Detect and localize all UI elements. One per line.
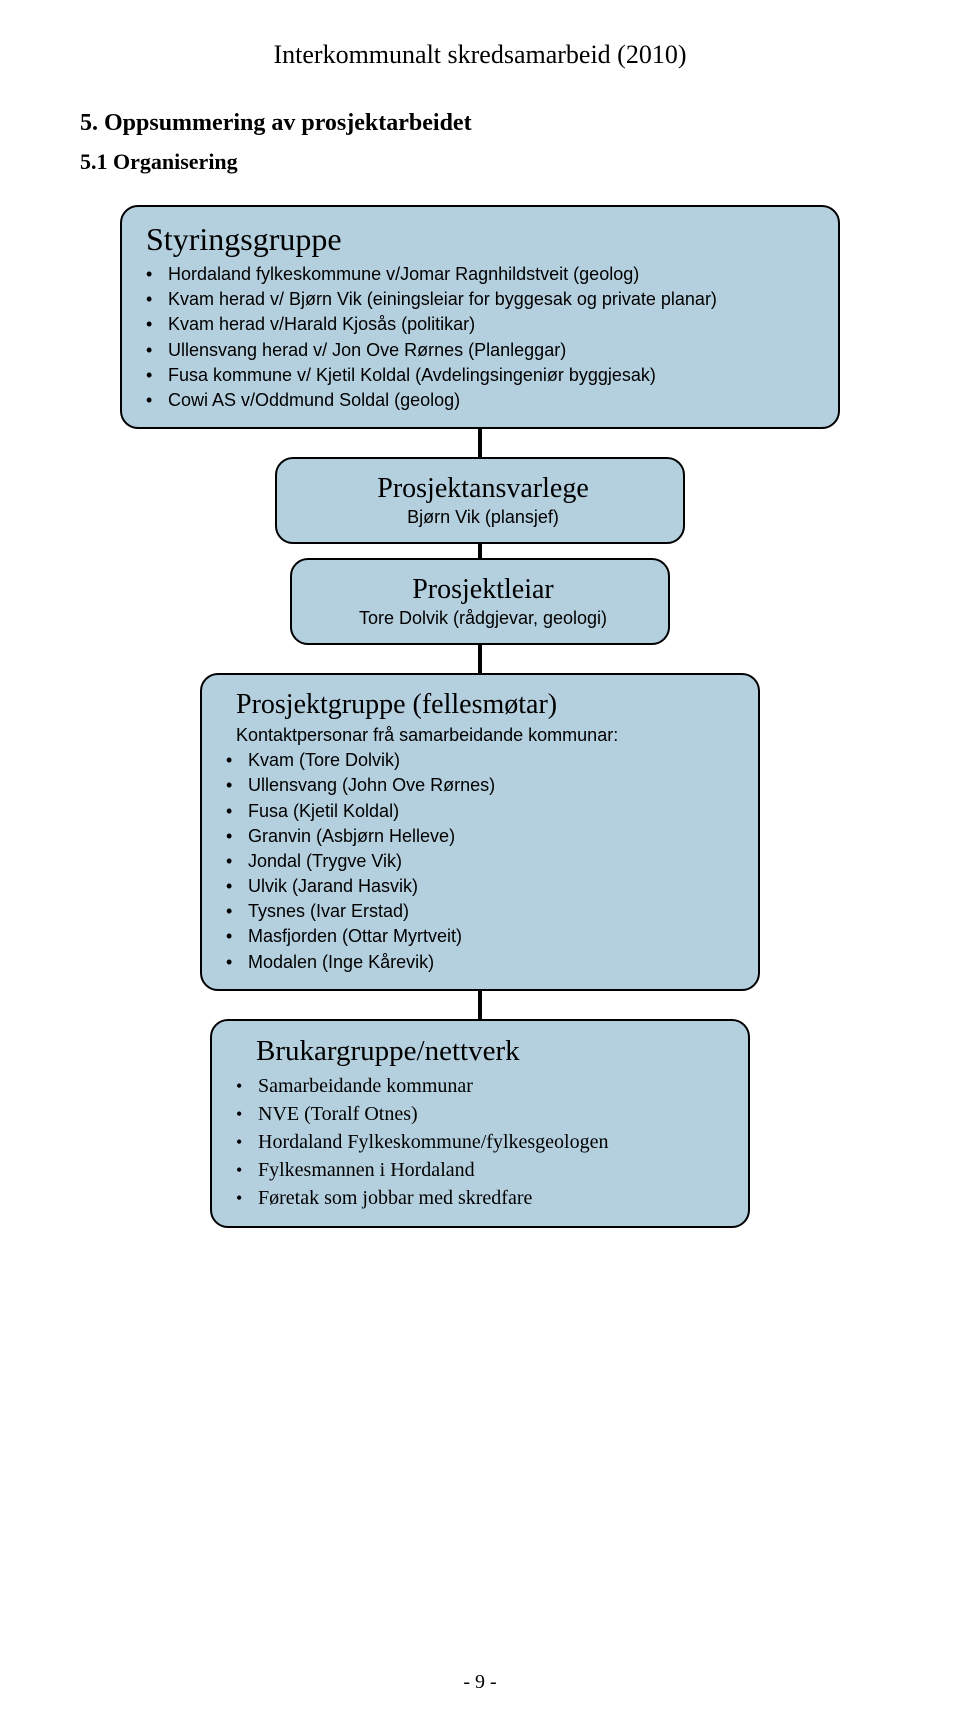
list-item: Føretak som jobbar med skredfare — [236, 1184, 730, 1212]
subsection-heading: 5.1 Organisering — [80, 149, 880, 175]
node-prosjektansvarlege: Prosjektansvarlege Bjørn Vik (plansjef) — [275, 457, 685, 544]
node-title: Brukargruppe/nettverk — [236, 1035, 730, 1068]
list-item: Kvam herad v/ Bjørn Vik (einingsleiar fo… — [146, 287, 820, 312]
node-item-list: Kvam (Tore Dolvik) Ullensvang (John Ove … — [226, 748, 740, 975]
node-subtitle: Tore Dolvik (rådgjevar, geologi) — [316, 608, 650, 629]
list-item: NVE (Toralf Otnes) — [236, 1100, 730, 1128]
org-flowchart: Styringsgruppe Hordaland fylkeskommune v… — [80, 205, 880, 1228]
list-item: Jondal (Trygve Vik) — [226, 849, 740, 874]
connector — [478, 991, 482, 1019]
list-item: Hordaland Fylkeskommune/fylkesgeologen — [236, 1128, 730, 1156]
connector — [478, 544, 482, 558]
list-item: Kvam (Tore Dolvik) — [226, 748, 740, 773]
list-item: Samarbeidande kommunar — [236, 1072, 730, 1100]
node-title: Prosjektgruppe (fellesmøtar) — [226, 689, 740, 721]
node-title: Prosjektansvarlege — [301, 473, 665, 505]
node-item-list: Samarbeidande kommunar NVE (Toralf Otnes… — [236, 1072, 730, 1212]
connector — [478, 429, 482, 457]
list-item: Ullensvang (John Ove Rørnes) — [226, 773, 740, 798]
list-item: Fusa kommune v/ Kjetil Koldal (Avdelings… — [146, 363, 820, 388]
list-item: Ullensvang herad v/ Jon Ove Rørnes (Plan… — [146, 338, 820, 363]
connector — [478, 645, 482, 673]
node-item-list: Hordaland fylkeskommune v/Jomar Ragnhild… — [146, 262, 820, 413]
list-item: Fylkesmannen i Hordaland — [236, 1156, 730, 1184]
node-styringsgruppe: Styringsgruppe Hordaland fylkeskommune v… — [120, 205, 840, 429]
node-title: Prosjektleiar — [316, 574, 650, 606]
list-item: Fusa (Kjetil Koldal) — [226, 799, 740, 824]
list-item: Cowi AS v/Oddmund Soldal (geolog) — [146, 388, 820, 413]
section-heading: 5. Oppsummering av prosjektarbeidet — [80, 110, 880, 137]
list-item: Modalen (Inge Kårevik) — [226, 950, 740, 975]
page-header: Interkommunalt skredsamarbeid (2010) — [80, 40, 880, 70]
list-item: Ulvik (Jarand Hasvik) — [226, 874, 740, 899]
node-brukargruppe: Brukargruppe/nettverk Samarbeidande komm… — [210, 1019, 750, 1228]
list-item: Masfjorden (Ottar Myrtveit) — [226, 924, 740, 949]
list-item: Tysnes (Ivar Erstad) — [226, 899, 740, 924]
page-number: - 9 - — [0, 1671, 960, 1694]
list-item: Hordaland fylkeskommune v/Jomar Ragnhild… — [146, 262, 820, 287]
node-prosjektgruppe: Prosjektgruppe (fellesmøtar) Kontaktpers… — [200, 673, 760, 991]
list-item: Granvin (Asbjørn Helleve) — [226, 824, 740, 849]
node-prosjektleiar: Prosjektleiar Tore Dolvik (rådgjevar, ge… — [290, 558, 670, 645]
node-title: Styringsgruppe — [146, 221, 820, 258]
node-subtitle: Bjørn Vik (plansjef) — [301, 507, 665, 528]
node-lead: Kontaktpersonar frå samarbeidande kommun… — [226, 725, 740, 746]
list-item: Kvam herad v/Harald Kjosås (politikar) — [146, 312, 820, 337]
